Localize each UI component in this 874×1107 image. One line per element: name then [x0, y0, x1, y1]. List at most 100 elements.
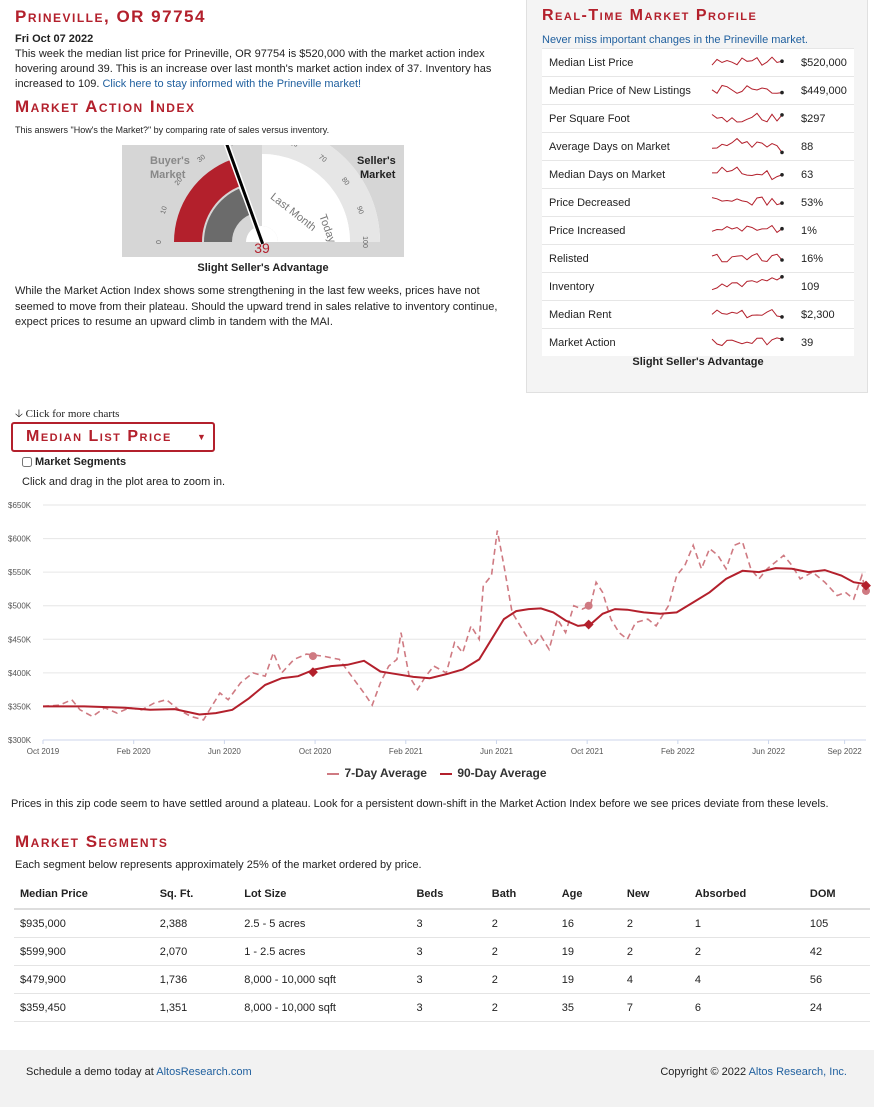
segment-row: $359,450 1,351 8,000 - 10,000 sqft 3 2 35 7 6 24 [14, 993, 870, 1022]
gauge-seller-inner [262, 154, 350, 242]
profile-row: Average Days on Market 88 [542, 132, 854, 161]
profile-row-value: 88 [794, 132, 854, 161]
y-tick-label: $650K [8, 501, 32, 510]
segments-table: Median Price Sq. Ft. Lot Size Beds Bath Age Ne… [14, 880, 870, 1022]
data-point-marker[interactable] [308, 652, 317, 661]
stay-informed-link[interactable]: Click here to stay informed with the Pri… [102, 78, 362, 90]
profile-table: Median List Price $520,000 Median Price of… [542, 48, 854, 356]
gauge-tick-label: 20 [174, 176, 184, 187]
y-tick-label: $350K [8, 702, 32, 711]
sparkline-chart [711, 275, 784, 291]
profile-row-value: 53% [794, 188, 854, 217]
data-point-marker[interactable] [584, 601, 593, 610]
segment-cell: 3 [410, 937, 486, 966]
data-point-marker[interactable] [861, 580, 871, 591]
y-tick-label: $450K [8, 635, 32, 644]
sparkline-line [711, 84, 783, 95]
segment-cell: 56 [803, 965, 870, 994]
sparkline [708, 104, 794, 133]
segments-subtitle: Each segment below represents approximat… [15, 859, 422, 871]
sparkline-dot [780, 201, 784, 205]
market-segments-label: Market Segments [35, 456, 127, 468]
sparkline [708, 188, 794, 217]
profile-row-label: Relisted [542, 244, 708, 273]
profile-row-label: Median Rent [542, 300, 708, 329]
profile-row-label: Median List Price [542, 48, 708, 77]
x-tick-label: Feb 2022 [661, 747, 695, 756]
data-point-marker[interactable] [862, 586, 870, 595]
gauge-tick-label: 100 [361, 236, 368, 248]
profile-row-label: Median Days on Market [542, 160, 708, 189]
segment-cell: 4 [688, 965, 804, 994]
series-90-day-line[interactable] [43, 567, 867, 716]
never-miss-link[interactable]: Never miss important changes in the Prin… [542, 34, 808, 46]
sparkline-line [711, 252, 783, 263]
profile-row-label: Inventory [542, 272, 708, 301]
chart-type-dropdown[interactable]: Median List Price ▼ [11, 422, 215, 452]
x-tick-label: Feb 2021 [389, 747, 423, 756]
segment-cell: 3 [410, 965, 486, 994]
segment-cell: 2 [485, 993, 556, 1022]
gauge-tick-label: 30 [196, 154, 207, 164]
x-tick-label: Oct 2020 [299, 747, 332, 756]
sparkline-chart [711, 112, 784, 123]
legend-item-90-day[interactable]: 90-Day Average [440, 766, 547, 780]
altos-research-link[interactable]: AltosResearch.com [156, 1066, 252, 1078]
sparkline-dot [780, 226, 784, 231]
legend-7-day-label: 7-Day Average [344, 766, 427, 780]
profile-row-value: 39 [794, 328, 854, 356]
more-charts-hint[interactable]: 🡣 Click for more charts [15, 405, 119, 424]
market-segments-toggle[interactable]: Market Segments [22, 456, 126, 468]
sparkline-line [711, 196, 783, 206]
sparkline-dot [780, 258, 784, 262]
market-segments-checkbox[interactable] [22, 457, 32, 468]
market-profile-panel: Real-Time Market Profile Never miss impo… [526, 0, 868, 393]
series-7-day-line[interactable] [42, 530, 867, 721]
profile-row-label: Price Decreased [542, 188, 708, 217]
x-tick-label: Jun 2020 [208, 747, 241, 756]
sparkline [708, 48, 794, 77]
profile-title: Real-Time Market Profile [542, 7, 758, 24]
segment-cell: 35 [555, 993, 621, 1022]
sparkline-dot [780, 275, 784, 279]
sparkline-dot [780, 90, 784, 95]
profile-row-value: 16% [794, 244, 854, 273]
x-tick-label: Oct 2021 [571, 747, 604, 756]
sparkline-chart [711, 252, 784, 263]
segment-cell: 7 [620, 993, 689, 1022]
median-list-price-chart[interactable]: $300K $350K $400K $450K $500K $550K $600K $650K… [0, 495, 874, 785]
segment-cell: 8,000 - 10,000 sqft [238, 965, 411, 994]
profile-row-value: 63 [794, 160, 854, 189]
sparkline-chart [711, 56, 784, 66]
profile-row: Market Action 39 [542, 328, 854, 356]
segments-header: Beds [410, 880, 486, 910]
sparkline-line [712, 166, 783, 181]
buyers-market-label-1: Buyer's [150, 155, 190, 167]
data-point-marker[interactable] [583, 619, 594, 630]
segment-cell: 1 - 2.5 acres [238, 937, 411, 966]
segment-cell: 3 [410, 909, 486, 938]
altos-research-inc-link[interactable]: Altos Research, Inc. [748, 1066, 847, 1078]
segment-cell: 1,351 [153, 993, 239, 1022]
gauge-needle [225, 145, 265, 245]
profile-row: Inventory 109 [542, 272, 854, 301]
segment-cell: 2 [485, 965, 556, 994]
segment-cell: 6 [688, 993, 804, 1022]
copyright: Copyright © 2022 Altos Research, Inc. [660, 1066, 847, 1078]
segments-header: Median Price [14, 880, 154, 910]
segment-cell: $359,450 [14, 993, 154, 1022]
sparkline-dot [780, 150, 784, 155]
profile-row-value: $449,000 [794, 76, 854, 105]
arrow-down-icon: 🡣 [15, 408, 23, 420]
chart-type-label: Median List Price [26, 428, 172, 445]
report-date: Fri Oct 07 2022 [15, 33, 94, 45]
sparkline-chart [711, 84, 784, 95]
gauge-tick-label: 10 [160, 205, 169, 215]
gauge-seller-band [262, 145, 380, 242]
mai-subtitle: This answers "How's the Market?" by comp… [15, 125, 330, 135]
profile-row-value: $520,000 [794, 48, 854, 77]
legend-item-7-day[interactable]: 7-Day Average [327, 766, 427, 780]
segment-cell: 2,388 [153, 909, 239, 938]
demo-label: Schedule a demo today at [26, 1066, 154, 1078]
profile-row-label: Median Price of New Listings [542, 76, 708, 105]
